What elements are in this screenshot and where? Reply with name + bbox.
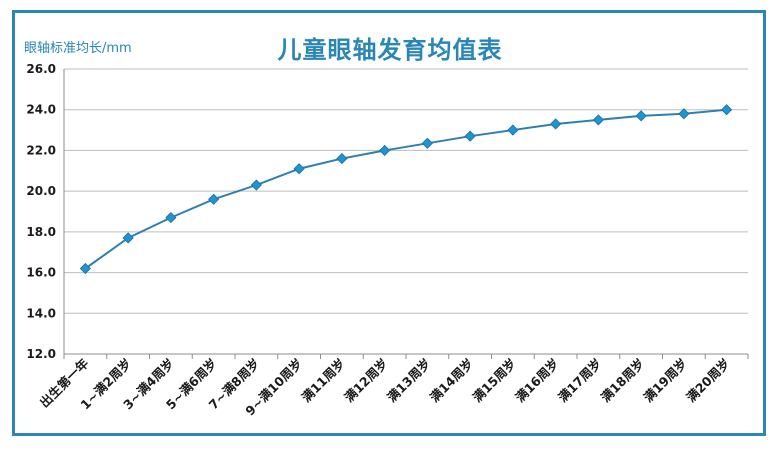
x-tick-label: 满13周岁 [384,356,433,405]
data-point [464,130,476,142]
data-point [379,144,391,156]
y-tick-label: 16.0 [26,266,56,280]
chart-title: 儿童眼轴发育均值表 [277,36,503,64]
x-tick-label: 满16周岁 [512,356,561,405]
chart-frame [12,10,766,436]
data-point [635,110,647,122]
x-tick-label: 满18周岁 [598,356,647,405]
data-point [250,179,262,191]
data-point [293,163,305,175]
x-tick-label: 满17周岁 [555,356,604,405]
x-tick-label: 满14周岁 [427,356,476,405]
data-point [550,118,562,130]
y-axis-label: 眼轴标准均长/mm [24,41,132,56]
data-point [336,153,348,165]
data-point [122,232,134,244]
y-tick-label: 24.0 [26,103,56,117]
series-line [84,108,727,270]
y-tick-label: 18.0 [26,225,56,239]
data-point [79,262,91,275]
y-tick-label: 22.0 [26,143,56,157]
data-point [208,193,220,205]
y-tick-label: 14.0 [26,306,56,320]
y-tick-label: 20.0 [26,184,56,198]
x-tick-label: 满19周岁 [641,356,690,405]
y-tick-label: 12.0 [26,347,56,361]
data-point [421,137,433,149]
y-tick-label: 26.0 [26,62,56,76]
data-point [592,114,604,126]
data-point [507,124,519,136]
data-point [165,212,177,224]
x-tick-label: 满20周岁 [683,356,732,405]
x-tick-label: 满12周岁 [341,356,390,405]
x-tick-label: 满15周岁 [470,356,519,405]
data-point [678,108,690,120]
x-tick-label: 满11周岁 [299,356,348,405]
data-point [721,104,733,116]
